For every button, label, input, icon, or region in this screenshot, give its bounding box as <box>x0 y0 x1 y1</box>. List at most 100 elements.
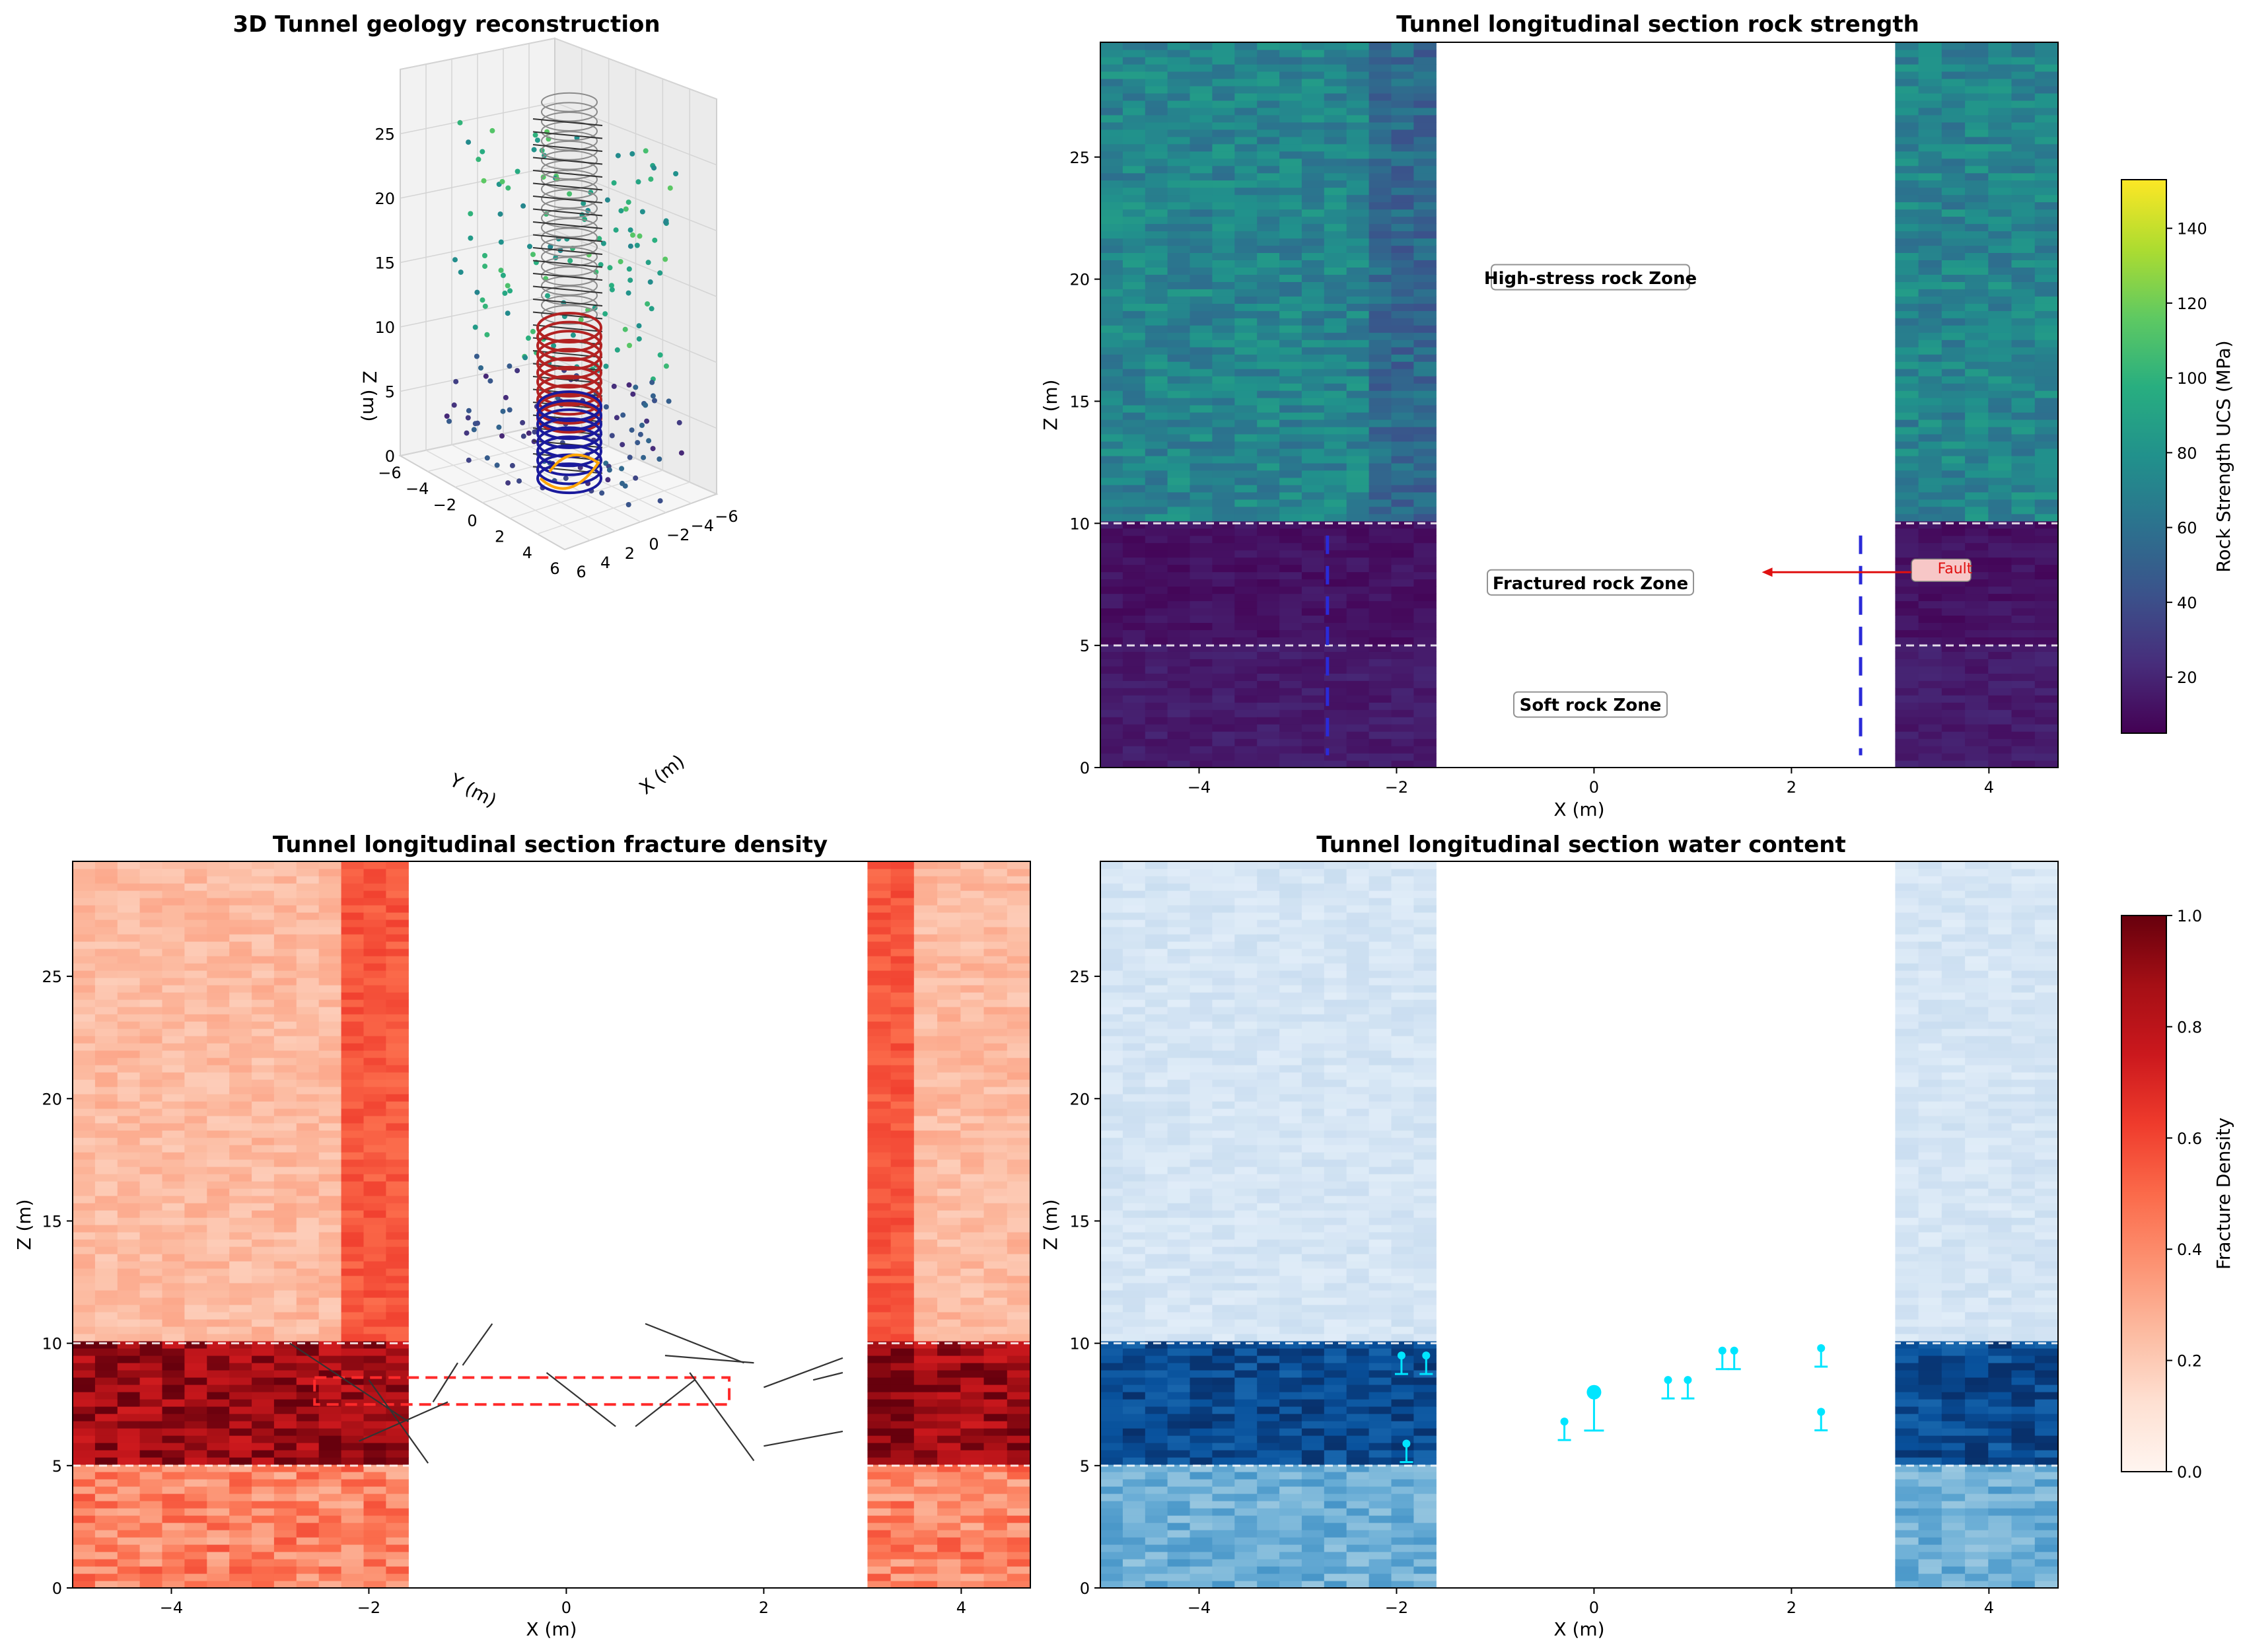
heat-cell <box>1369 50 1392 57</box>
heat-cell <box>363 1181 386 1189</box>
heat-cell <box>1212 680 1235 688</box>
heat-cell <box>937 1515 961 1523</box>
heat-cell <box>94 1254 118 1262</box>
heat-cell <box>94 1043 118 1051</box>
heat-cell <box>1167 332 1191 340</box>
heat-cell <box>1346 746 1370 754</box>
heat-cell <box>867 1414 892 1421</box>
heat-cell <box>1324 318 1347 326</box>
heat-cell <box>1301 659 1325 666</box>
heat-cell <box>94 1239 118 1247</box>
heat-cell <box>1413 165 1437 174</box>
heat-cell <box>1895 673 1919 681</box>
heat-cell <box>386 1275 409 1283</box>
heat-cell <box>252 1392 275 1400</box>
heat-cell <box>2034 296 2059 304</box>
heat-cell <box>1007 927 1031 935</box>
heat-cell <box>1279 405 1302 413</box>
heat-cell <box>1167 491 1191 500</box>
heat-cell <box>1257 114 1280 123</box>
heat-cell <box>1234 651 1258 659</box>
heat-cell <box>117 861 141 869</box>
heat-cell <box>2011 746 2036 754</box>
heat-cell <box>2011 441 2036 449</box>
title-3d: 3D Tunnel geology reconstruction <box>232 11 660 38</box>
heat-cell <box>1100 462 1123 471</box>
heat-cell <box>2011 114 2036 123</box>
heat-cell <box>890 1312 915 1320</box>
heat-cell <box>273 1384 297 1392</box>
heat-cell <box>2011 289 2036 297</box>
heat-cell <box>867 1428 892 1436</box>
heat-cell <box>1988 441 2012 449</box>
zone-label-box <box>1491 264 1690 291</box>
title-fracture-density: Tunnel longitudinal section fracture den… <box>273 832 828 858</box>
heat-cell <box>1369 289 1392 297</box>
heat-cell <box>318 1566 342 1574</box>
heat-cell <box>1918 71 1942 79</box>
heat-cell <box>1190 223 1213 232</box>
heat-cell <box>229 1050 252 1058</box>
heat-cell <box>1369 753 1392 761</box>
heat-cell <box>1122 709 1146 717</box>
heat-cell <box>1100 1450 1123 1458</box>
heat-cell <box>1301 405 1325 413</box>
heat-cell <box>1007 1501 1031 1509</box>
heat-cell <box>1100 738 1123 746</box>
heat-cell <box>960 905 985 913</box>
heat-cell <box>229 1137 252 1145</box>
scatter-point <box>611 383 617 389</box>
heat-cell <box>960 1464 985 1472</box>
heat-cell <box>94 1225 118 1233</box>
heat-cell <box>867 1450 892 1458</box>
scatter-point <box>548 244 553 250</box>
heat-cell <box>1346 521 1370 529</box>
heat-cell <box>94 1573 118 1581</box>
heat-cell <box>937 890 961 898</box>
heat-cell <box>867 1087 892 1095</box>
heat-cell <box>1100 535 1123 544</box>
heat-cell <box>1122 63 1146 72</box>
heat-cell <box>363 898 386 906</box>
heat-cell <box>890 934 915 942</box>
heat-cell <box>983 985 1008 993</box>
heat-cell <box>2034 419 2059 427</box>
heat-cell <box>867 1421 892 1429</box>
heat-cell <box>386 1167 409 1174</box>
heat-cell <box>1279 107 1302 116</box>
heat-cell <box>117 1058 141 1065</box>
heat-cell <box>296 1472 320 1480</box>
rock-bolt <box>532 285 603 294</box>
heat-cell <box>273 1552 297 1560</box>
heat-cell <box>1007 876 1031 884</box>
heat-cell <box>207 869 230 877</box>
heat-cell <box>1190 521 1213 529</box>
heat-cell <box>1369 376 1392 384</box>
heat-cell <box>94 999 118 1007</box>
heat-cell <box>1346 180 1370 188</box>
heat-cell <box>1100 426 1123 435</box>
heat-cell <box>2034 637 2059 645</box>
heat-cell <box>937 1261 961 1269</box>
heat-cell <box>1324 201 1347 210</box>
heat-cell <box>117 1043 141 1051</box>
heat-cell <box>1391 296 1414 304</box>
heat-cell <box>1941 760 1966 768</box>
heat-cell <box>184 1326 207 1334</box>
y-tick-label: 15 <box>1069 392 1090 411</box>
heat-cell <box>296 1486 320 1494</box>
heat-cell <box>341 905 365 913</box>
heat-cell <box>1234 274 1258 282</box>
heat-cell <box>1965 289 1989 297</box>
heat-cell <box>1391 659 1414 666</box>
heat-cell <box>162 970 185 978</box>
heat-cell <box>94 1370 118 1378</box>
heat-cell <box>117 1414 141 1421</box>
heat-cell <box>983 1450 1008 1458</box>
heat-cell <box>937 861 961 869</box>
heat-cell <box>73 1137 96 1145</box>
heat-cell <box>1301 260 1325 268</box>
heat-cell <box>94 1515 118 1523</box>
heat-cell <box>207 949 230 956</box>
heat-cell <box>139 978 163 986</box>
